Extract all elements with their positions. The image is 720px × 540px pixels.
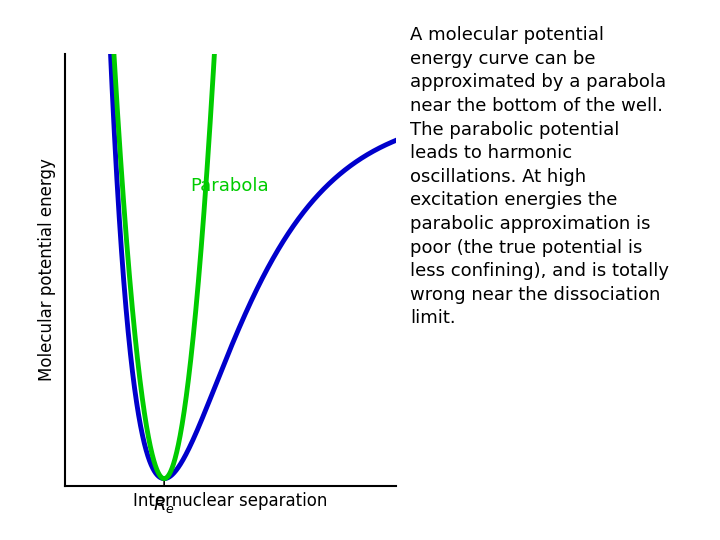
X-axis label: Internuclear separation: Internuclear separation	[133, 491, 328, 510]
Y-axis label: Molecular potential energy: Molecular potential energy	[38, 159, 56, 381]
Text: A molecular potential
energy curve can be
approximated by a parabola
near the bo: A molecular potential energy curve can b…	[410, 26, 670, 327]
Text: $R_e$: $R_e$	[153, 495, 175, 515]
Text: Parabola: Parabola	[191, 177, 269, 194]
